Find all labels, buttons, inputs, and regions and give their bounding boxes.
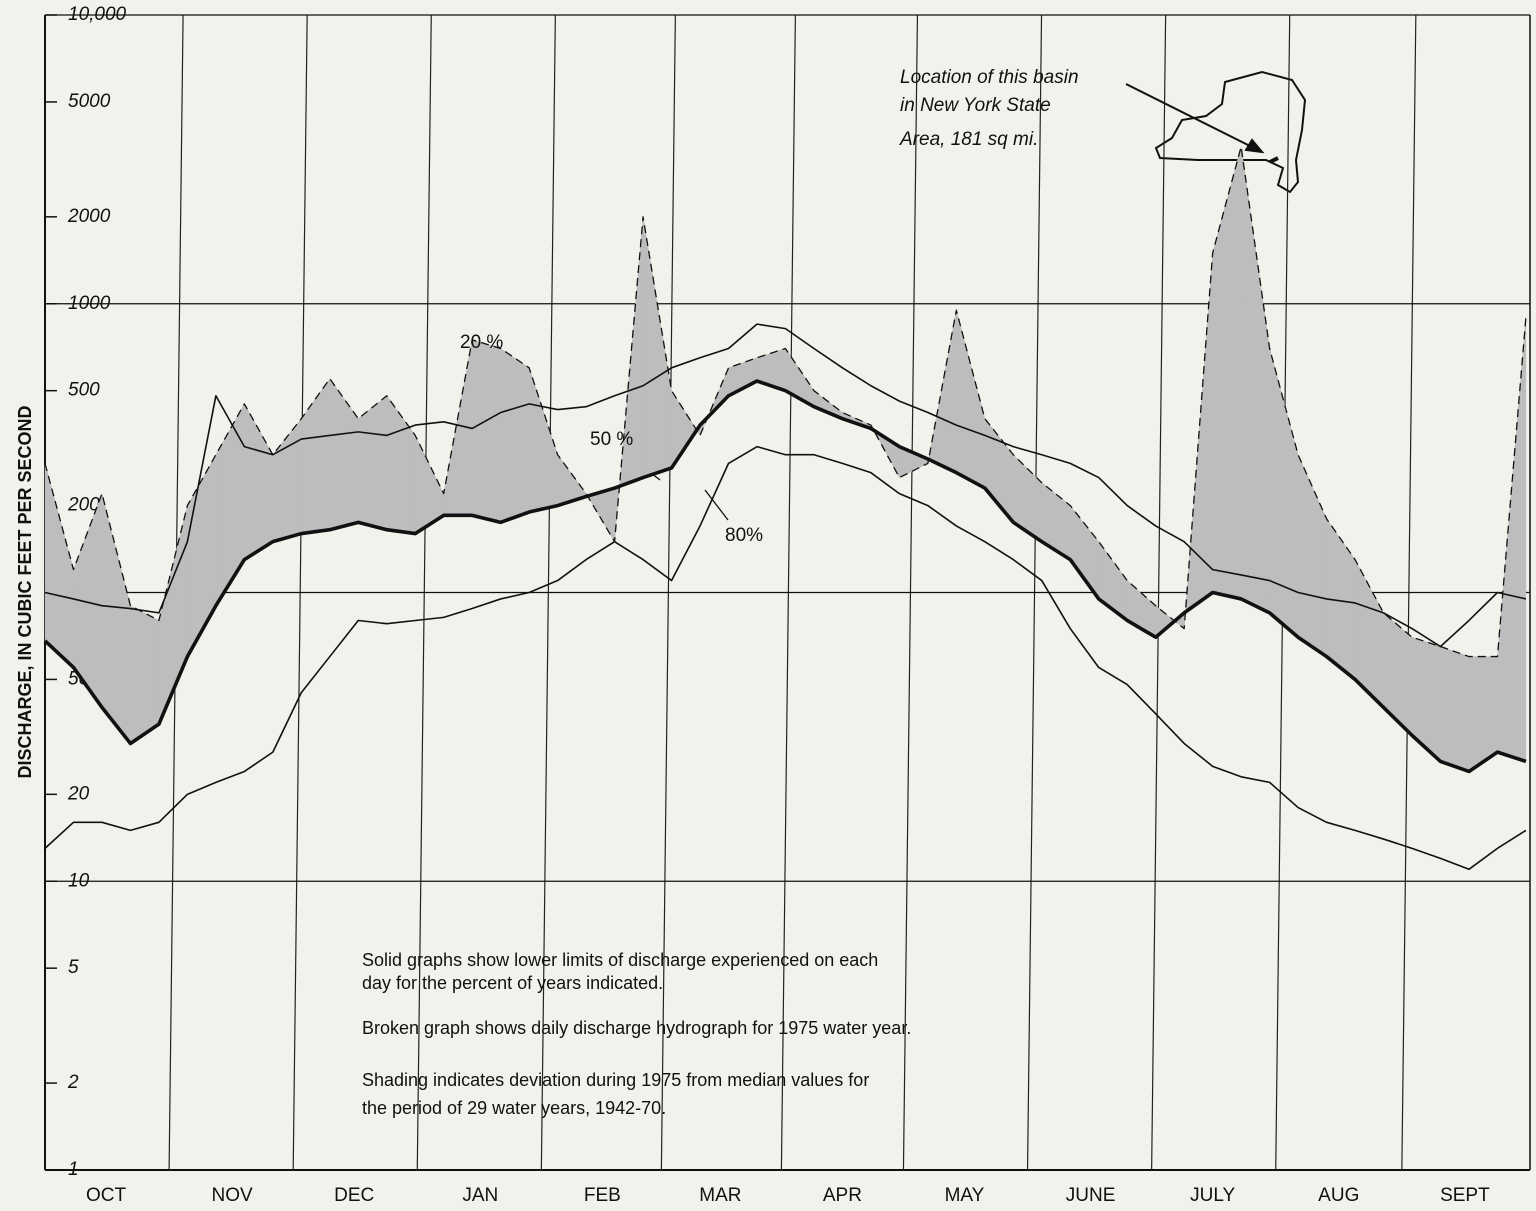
series-line bbox=[44, 445, 1527, 871]
x-tick-label: SEPT bbox=[1440, 1185, 1490, 1206]
series-line bbox=[44, 323, 1527, 648]
deviation-shading bbox=[301, 377, 331, 534]
deviation-shading bbox=[1041, 482, 1071, 561]
x-tick-label: AUG bbox=[1318, 1185, 1359, 1206]
deviation-shading bbox=[1411, 636, 1441, 762]
series-line bbox=[43, 379, 1527, 774]
series-label: 80% bbox=[725, 525, 763, 546]
series-label: 20 % bbox=[460, 332, 503, 353]
x-tick-label: APR bbox=[823, 1185, 862, 1206]
inset-text: in New York State bbox=[900, 95, 1051, 116]
y-axis-label: DISCHARGE, IN CUBIC FEET PER SECOND bbox=[15, 405, 35, 778]
x-tick-label: FEB bbox=[584, 1185, 621, 1206]
y-tick-label: 2 bbox=[67, 1072, 79, 1093]
y-tick-label: 10,000 bbox=[68, 4, 127, 25]
x-tick-label: OCT bbox=[86, 1185, 127, 1206]
x-tick-label: NOV bbox=[212, 1185, 254, 1206]
deviation-shading bbox=[642, 216, 672, 478]
deviation-shading bbox=[1297, 454, 1327, 658]
deviation-shading bbox=[1497, 316, 1527, 762]
deviation-shading bbox=[1383, 612, 1413, 736]
ny-state-map bbox=[1125, 70, 1307, 194]
x-tick-label: MAY bbox=[945, 1185, 985, 1206]
deviation-shading bbox=[1013, 454, 1043, 543]
deviation-shading bbox=[1212, 146, 1242, 600]
deviation-shading bbox=[1070, 504, 1099, 600]
series-label: 50 % bbox=[590, 429, 633, 450]
note: the period of 29 water years, 1942-70. bbox=[362, 1098, 666, 1118]
note: Shading indicates deviation during 1975 … bbox=[362, 1070, 869, 1090]
x-tick-label: DEC bbox=[334, 1185, 374, 1206]
deviation-shading bbox=[1269, 348, 1299, 638]
x-tick-label: JULY bbox=[1190, 1185, 1235, 1206]
deviation-shading bbox=[471, 339, 501, 523]
deviation-shading bbox=[101, 493, 131, 745]
series-line bbox=[44, 146, 1527, 658]
deviation-shading bbox=[244, 402, 274, 561]
inset-text: Location of this basin bbox=[900, 67, 1079, 88]
y-tick-label: 10 bbox=[68, 870, 90, 891]
y-tick-label: 5 bbox=[68, 957, 79, 978]
x-tick-label: JAN bbox=[462, 1185, 498, 1206]
deviation-shading bbox=[187, 453, 217, 658]
y-tick-label: 20 bbox=[67, 783, 90, 804]
y-tick-label: 5000 bbox=[68, 91, 111, 112]
y-tick-label: 1 bbox=[68, 1159, 79, 1180]
note: Broken graph shows daily discharge hydro… bbox=[362, 1018, 911, 1038]
x-tick-label: MAR bbox=[699, 1185, 741, 1206]
deviation-shading bbox=[1440, 646, 1470, 772]
x-tick-label: JUNE bbox=[1066, 1185, 1116, 1206]
label-leader bbox=[704, 489, 729, 521]
y-tick-label: 2000 bbox=[67, 206, 111, 227]
deviation-shading bbox=[500, 348, 530, 523]
note: day for the percent of years indicated. bbox=[362, 973, 663, 993]
deviation-shading bbox=[130, 605, 160, 744]
deviation-shading bbox=[1240, 146, 1270, 614]
deviation-shading bbox=[215, 402, 245, 607]
y-tick-label: 500 bbox=[68, 380, 100, 401]
note: Solid graphs show lower limits of discha… bbox=[362, 950, 878, 970]
inset-text: Area, 181 sq mi. bbox=[899, 129, 1038, 150]
y-tick-label: 1000 bbox=[68, 293, 111, 314]
y-tick-label: 200 bbox=[67, 495, 100, 516]
deviation-shading bbox=[956, 310, 986, 489]
deviation-shading bbox=[329, 377, 359, 531]
deviation-shading bbox=[1183, 252, 1213, 629]
